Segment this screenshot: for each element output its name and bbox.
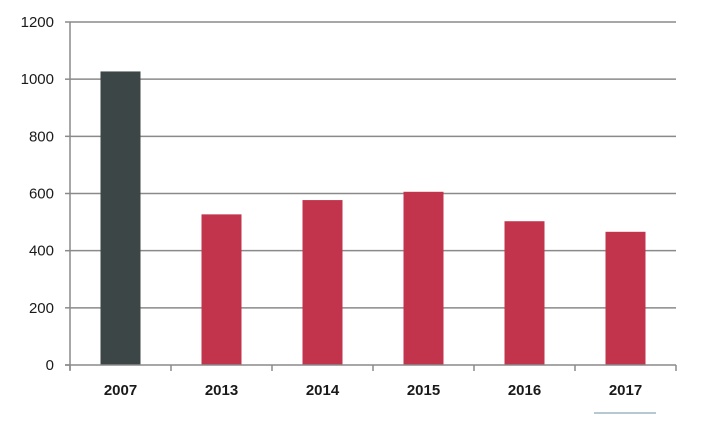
x-tick-label: 2014 <box>306 382 340 399</box>
y-axis-tick-labels: 0 200 400 600 800 1000 1200 <box>21 14 54 374</box>
x-tick-label: 2016 <box>508 382 541 399</box>
bar-2017 <box>605 231 646 365</box>
y-tick-label: 1000 <box>21 71 54 88</box>
y-tick-label: 400 <box>29 243 54 260</box>
x-tick-label: 2007 <box>104 382 137 399</box>
bar-2016 <box>504 221 545 365</box>
x-axis-tick-labels: 2007 2013 2014 2015 2016 2017 <box>104 382 642 399</box>
x-tick-label: 2013 <box>205 382 238 399</box>
x-tick-label: 2015 <box>407 382 440 399</box>
gridlines <box>70 21 676 309</box>
bar-2013 <box>201 214 242 365</box>
bar-2015 <box>403 191 444 365</box>
bar-2014 <box>302 200 343 365</box>
bar-2007 <box>100 71 141 366</box>
y-tick-label: 600 <box>29 186 54 203</box>
y-tick-label: 0 <box>46 357 54 374</box>
bars <box>100 71 646 366</box>
x-tick-label: 2017 <box>609 382 642 399</box>
axes <box>65 21 677 371</box>
y-tick-label: 1200 <box>21 14 54 31</box>
y-tick-label: 200 <box>29 300 54 317</box>
y-tick-label: 800 <box>29 128 54 145</box>
